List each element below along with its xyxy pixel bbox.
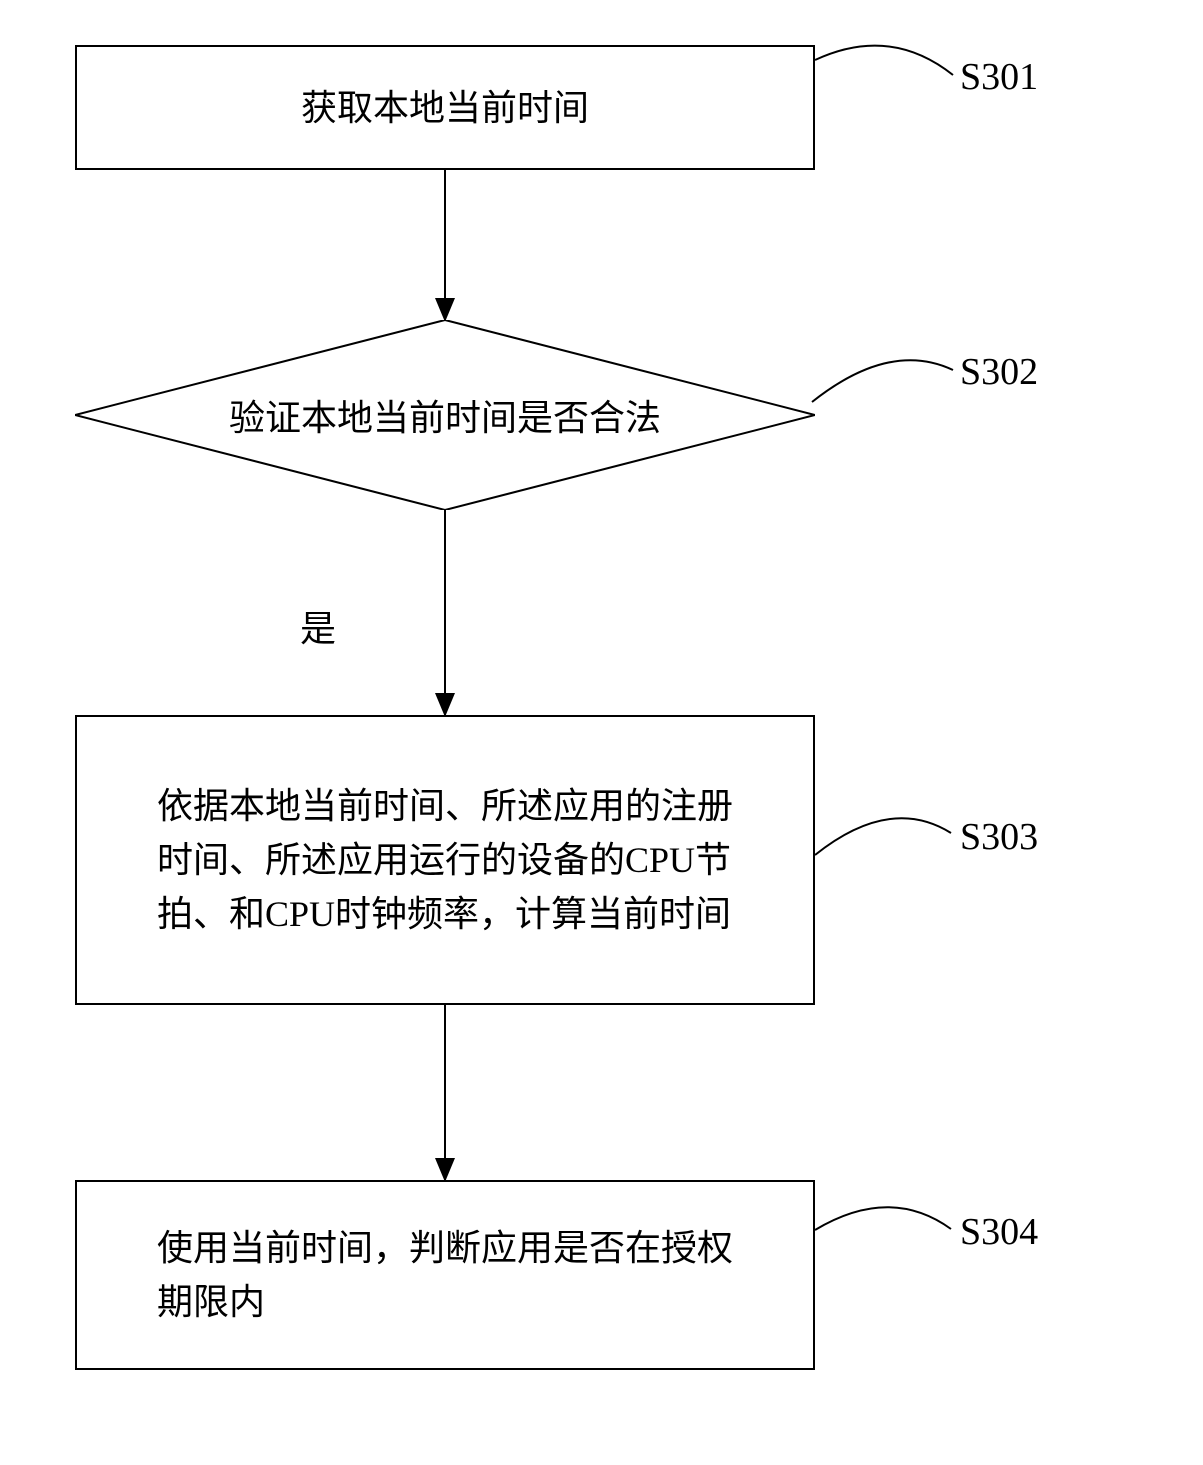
step-label-s302: S302 bbox=[960, 350, 1038, 394]
step-label-s304: S304 bbox=[960, 1210, 1038, 1254]
node-n1-text: 获取本地当前时间 bbox=[301, 81, 589, 135]
step-label-s301: S301 bbox=[960, 55, 1038, 99]
node-n2-text: 验证本地当前时间是否合法 bbox=[75, 320, 815, 510]
node-n3-text: 依据本地当前时间、所述应用的注册 时间、所述应用运行的设备的CPU节 拍、和CP… bbox=[157, 779, 733, 941]
callout-s303 bbox=[815, 818, 951, 855]
callout-s304 bbox=[815, 1207, 951, 1230]
step-label-s303: S303 bbox=[960, 815, 1038, 859]
callout-s302 bbox=[812, 360, 953, 402]
node-n1: 获取本地当前时间 bbox=[75, 45, 815, 170]
node-n3: 依据本地当前时间、所述应用的注册 时间、所述应用运行的设备的CPU节 拍、和CP… bbox=[75, 715, 815, 1005]
flowchart-container: 获取本地当前时间 S301 验证本地当前时间是否合法 S302 是 依据本地当前… bbox=[0, 0, 1203, 1465]
node-n4-text: 使用当前时间，判断应用是否在授权 期限内 bbox=[157, 1221, 733, 1329]
node-n2: 验证本地当前时间是否合法 bbox=[75, 320, 815, 510]
node-n4: 使用当前时间，判断应用是否在授权 期限内 bbox=[75, 1180, 815, 1370]
callout-s301 bbox=[815, 46, 953, 75]
edge-label-yes: 是 bbox=[300, 600, 336, 652]
